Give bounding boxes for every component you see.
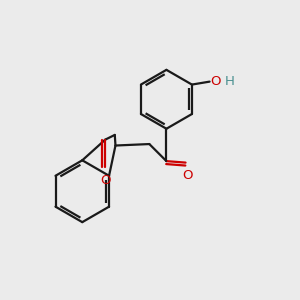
Text: O: O [211, 75, 221, 88]
Text: O: O [100, 174, 110, 187]
Text: H: H [225, 75, 235, 88]
Text: O: O [182, 169, 192, 182]
